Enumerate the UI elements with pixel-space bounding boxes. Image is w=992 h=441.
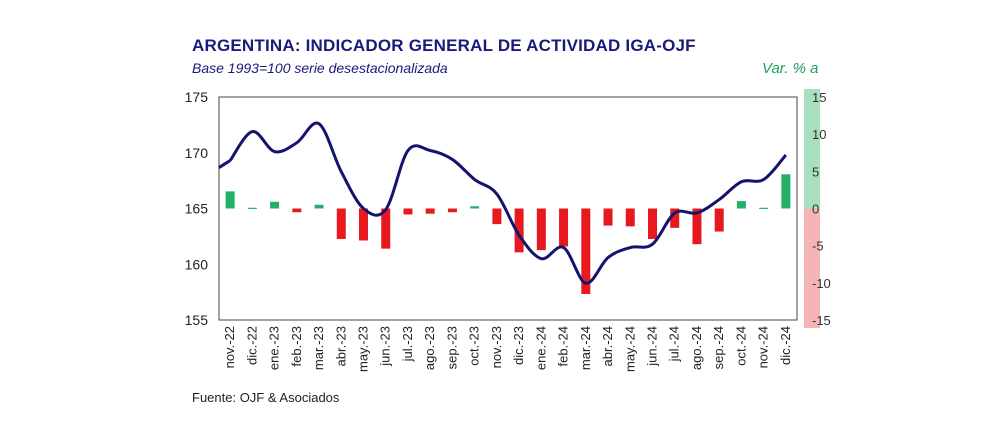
x-tick-label: ene.-23 [267, 326, 282, 370]
right-tick-label: -5 [812, 239, 824, 254]
bar [425, 208, 435, 214]
x-tick-label: dic.-23 [511, 326, 526, 365]
bar [470, 206, 480, 209]
x-tick-label: feb.-24 [556, 326, 571, 366]
x-tick-label: sep.-23 [444, 326, 459, 369]
x-tick-label: feb.-23 [289, 326, 304, 366]
x-tick-label: jul.-23 [400, 326, 415, 362]
x-tick-label: oct.-23 [467, 326, 482, 366]
bar [559, 208, 569, 247]
source-note: Fuente: OJF & Asociados [192, 390, 340, 405]
x-tick-label: may.-24 [622, 326, 637, 372]
x-tick-label: mar.-23 [311, 326, 326, 370]
bar [781, 174, 791, 209]
bar [736, 201, 746, 209]
left-tick-label: 175 [185, 89, 209, 105]
bar [225, 191, 235, 209]
x-tick-label: jul.-24 [667, 326, 682, 362]
negative-band [804, 208, 820, 328]
bar [359, 208, 368, 241]
bar [247, 207, 257, 209]
bar [314, 204, 324, 209]
bar [581, 208, 591, 294]
plot-frame [218, 96, 798, 321]
bar [648, 208, 657, 239]
bar [670, 208, 680, 228]
left-tick-label: 155 [185, 312, 209, 328]
x-tick-label: ago.-24 [689, 326, 704, 370]
x-tick-label: jun.-23 [378, 326, 393, 367]
x-tick-label: oct.-24 [733, 326, 748, 366]
x-tick-label: sep.-24 [711, 326, 726, 369]
x-tick-label: nov.-22 [222, 326, 237, 368]
right-tick-label: 15 [812, 90, 826, 105]
x-tick-label: nov.-24 [756, 326, 771, 368]
chart-title: ARGENTINA: INDICADOR GENERAL DE ACTIVIDA… [192, 36, 696, 55]
left-tick-label: 165 [185, 201, 209, 217]
x-tick-label: nov.-23 [489, 326, 504, 368]
right-tick-label: -15 [812, 313, 831, 328]
bar [270, 201, 280, 209]
series-line-start [218, 159, 231, 169]
x-tick-label: dic.-24 [778, 326, 793, 365]
x-tick-label: ago.-23 [422, 326, 437, 370]
positive-band [804, 89, 820, 209]
bar [336, 208, 346, 239]
bar [403, 208, 413, 215]
x-tick-label: abr.-23 [333, 326, 348, 366]
bar [514, 208, 524, 253]
bar [759, 207, 769, 209]
x-tick-label: may.-23 [356, 326, 371, 372]
left-tick-label: 170 [185, 145, 209, 161]
bar [625, 208, 635, 227]
left-tick-label: 160 [185, 256, 209, 272]
x-tick-label: dic.-22 [244, 326, 259, 365]
bar [492, 208, 502, 225]
right-tick-label: 0 [812, 202, 819, 217]
bar [692, 208, 702, 245]
right-axis-label: Var. % a [762, 60, 819, 77]
bar [536, 208, 546, 251]
right-tick-label: 5 [812, 164, 819, 179]
bar [381, 208, 391, 249]
bar [603, 208, 613, 226]
x-tick-label: jun.-24 [645, 326, 660, 367]
chart-subtitle: Base 1993=100 serie desestacionalizada [192, 60, 448, 76]
x-tick-label: mar.-24 [578, 326, 593, 370]
x-tick-label: abr.-24 [600, 326, 615, 366]
bar [447, 208, 457, 213]
right-tick-label: 10 [812, 127, 826, 142]
x-tick-label: ene.-24 [533, 326, 548, 370]
bar [714, 208, 724, 232]
right-tick-label: -10 [812, 276, 831, 291]
bar [292, 208, 302, 213]
series-line [228, 121, 788, 285]
